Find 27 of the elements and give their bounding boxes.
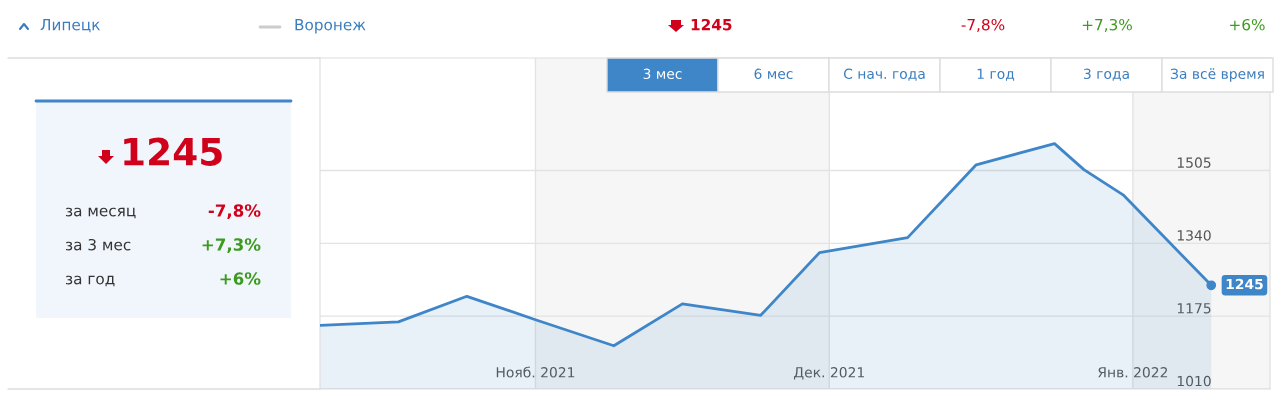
annotation: За всё время (1170, 68, 1264, 82)
text: 1245 (124, 137, 222, 166)
y-tick-label: 1010 (1177, 375, 1211, 387)
text: +7,3% (202, 238, 261, 253)
text: за год (65, 275, 115, 287)
y-tick-label: 1505 (1177, 157, 1211, 168)
text: 1245 (691, 18, 732, 31)
text: Воронеж (295, 19, 366, 34)
y-tick-label: 1175 (1177, 303, 1211, 314)
x-tick-label: Янв. 2022 (1098, 367, 1168, 378)
text: +6% (220, 272, 261, 285)
x-tick-label: Дек. 2021 (793, 367, 864, 380)
text: за месяц (65, 207, 136, 219)
text: +7,3% (1082, 18, 1132, 32)
annotation: 6 мес (754, 68, 793, 80)
annotation: 3 года (1083, 68, 1129, 81)
annotation: 1245 (1226, 278, 1263, 290)
text: -7,8% (961, 18, 1005, 32)
text: +6% (1230, 18, 1265, 31)
x-tick-label: Нояб. 2021 (496, 366, 575, 378)
text: за 3 мес (65, 238, 131, 251)
text: -7,8% (208, 204, 261, 219)
y-tick-label: 1340 (1177, 230, 1211, 241)
annotation: С нач. года (843, 68, 925, 81)
text: Липецк (40, 19, 100, 33)
annotation: 3 мес (643, 68, 682, 80)
annotation: 1 год (977, 68, 1015, 81)
